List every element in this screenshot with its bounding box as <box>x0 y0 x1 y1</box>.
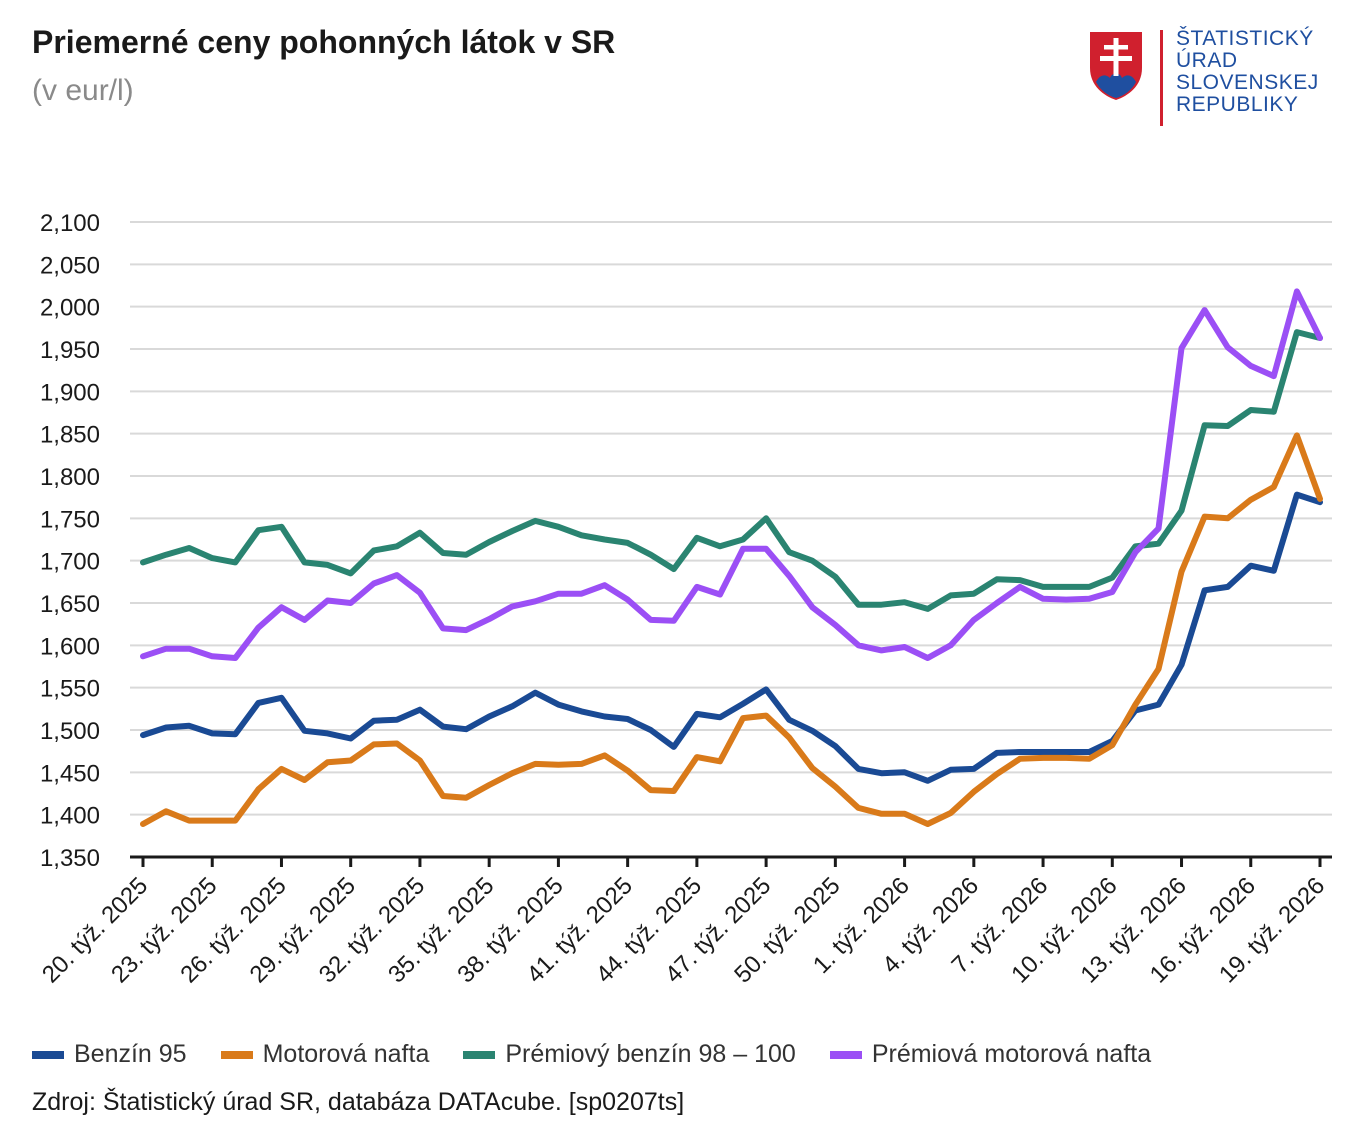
y-tick-label: 1,850 <box>40 422 100 449</box>
logo-divider <box>1160 30 1163 126</box>
y-tick-label: 1,600 <box>40 633 100 660</box>
y-tick-label: 1,500 <box>40 718 100 745</box>
legend-swatch <box>32 1050 64 1059</box>
legend-label: Prémiová motorová nafta <box>871 1040 1152 1068</box>
legend-swatch <box>220 1050 253 1059</box>
legend-item-4: Prémiová motorová nafta <box>829 1040 1152 1069</box>
legend-item-2: Motorová nafta <box>220 1040 430 1069</box>
y-tick-label: 1,450 <box>40 760 100 787</box>
logo-text: ŠTATISTICKÝ ÚRAD SLOVENSKEJ REPUBLIKY <box>1176 27 1319 116</box>
page-title: Priemerné ceny pohonných látok v SR <box>32 24 616 60</box>
series-line-4 <box>140 288 1323 661</box>
page-subtitle: (v eur/l) <box>32 74 134 107</box>
y-tick-label: 1,700 <box>40 549 100 576</box>
legend-swatch <box>829 1050 862 1059</box>
y-tick-label: 1,350 <box>40 845 100 872</box>
y-tick-label: 1,750 <box>40 506 100 533</box>
line-chart: 1,350 1,400 1,450 1,500 1,550 1,600 1,650 1,700… <box>37 210 1332 988</box>
y-tick-label: 1,950 <box>40 337 100 364</box>
slovak-coat-of-arms-icon <box>1090 32 1142 100</box>
y-tick-label: 2,100 <box>40 210 100 237</box>
legend-swatch <box>463 1050 496 1059</box>
legend-label: Motorová nafta <box>262 1040 430 1068</box>
series-line-2 <box>140 432 1323 827</box>
source-note: Zdroj: Štatistický úrad SR, databáza DAT… <box>32 1088 685 1116</box>
y-tick-label: 1,650 <box>40 591 100 618</box>
legend-item-3: Prémiový benzín 98 – 100 <box>463 1040 796 1069</box>
y-tick-label: 2,000 <box>40 295 100 322</box>
y-tick-label: 2,050 <box>40 252 100 279</box>
series-line-3 <box>140 329 1323 612</box>
y-tick-label: 1,550 <box>40 676 100 703</box>
y-tick-label: 1,900 <box>40 379 100 406</box>
y-tick-label: 1,400 <box>40 803 100 830</box>
chart-legend: Benzín 95 Motorová nafta Prémiový benzín 9… <box>32 1040 1151 1069</box>
legend-label: Prémiový benzín 98 – 100 <box>505 1040 796 1068</box>
statistical-office-logo: ŠTATISTICKÝ ÚRAD SLOVENSKEJ REPUBLIKY <box>1088 28 1338 128</box>
legend-item-1: Benzín 95 <box>32 1040 187 1069</box>
legend-label: Benzín 95 <box>74 1040 187 1068</box>
y-tick-label: 1,800 <box>40 464 100 491</box>
